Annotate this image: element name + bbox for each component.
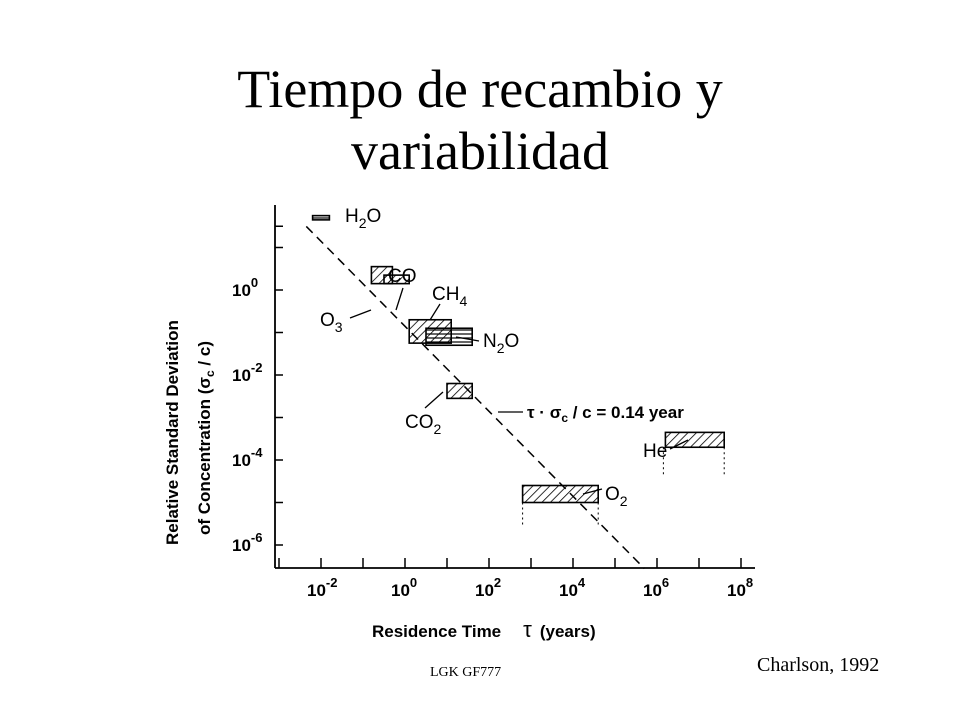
slide-title-line-2: variabilidad bbox=[351, 121, 609, 181]
species-box bbox=[311, 214, 331, 221]
species-leader bbox=[349, 309, 372, 319]
y-axis-label: Relative Standard Deviation of Concentra… bbox=[163, 320, 217, 545]
y-axis-label-line-1: Relative Standard Deviation bbox=[163, 320, 182, 545]
species-label: CO2 bbox=[405, 412, 442, 437]
species-leader bbox=[395, 287, 404, 311]
axis-ticks bbox=[275, 225, 742, 568]
species-box bbox=[370, 265, 394, 285]
species-box bbox=[446, 382, 474, 400]
species-box bbox=[664, 431, 726, 449]
species-leader bbox=[424, 391, 444, 409]
species-label: CO bbox=[388, 266, 417, 287]
slide-title-line-1: Tiempo de recambio y bbox=[237, 59, 723, 119]
trend-line-label: τ · σc / c = 0.14 year bbox=[527, 403, 684, 425]
trend-line bbox=[305, 225, 645, 570]
y-tick-label: 10-6 bbox=[232, 530, 262, 555]
x-tick-label: 104 bbox=[559, 575, 586, 600]
species-label: N2O bbox=[483, 331, 519, 356]
species-label: O3 bbox=[320, 310, 343, 335]
species-marks: H2O CO O3 CH4 N2O CO2 O2 He bbox=[311, 206, 726, 525]
y-tick-label: 100 bbox=[232, 275, 258, 300]
y-tick-label: 10-4 bbox=[232, 445, 263, 470]
slide-title: Tiempo de recambio y variabilidad bbox=[0, 58, 960, 182]
species-box bbox=[425, 327, 474, 347]
species-leader bbox=[455, 336, 480, 342]
species-label: H2O bbox=[345, 206, 381, 231]
tick-labels: 10-2 100 102 104 106 108 100 10-2 10-4 10-6 bbox=[232, 275, 753, 600]
species-label: O2 bbox=[605, 484, 628, 509]
x-axis-label: Residence Time τ (years) bbox=[372, 617, 596, 642]
y-axis-label-line-2: of Concentration (σc / c) bbox=[195, 341, 217, 535]
footer-label: LGK GF777 bbox=[430, 665, 502, 680]
species-leader bbox=[429, 303, 441, 321]
x-tick-label: 100 bbox=[391, 575, 417, 600]
x-tick-label: 108 bbox=[727, 575, 753, 600]
source-citation: Charlson, 1992 bbox=[757, 654, 880, 676]
species-leader bbox=[582, 488, 603, 495]
y-tick-label: 10-2 bbox=[232, 360, 262, 385]
species-label: He bbox=[643, 441, 667, 462]
x-tick-label: 10-2 bbox=[307, 575, 337, 600]
species-leader bbox=[669, 439, 689, 450]
x-tick-label: 102 bbox=[475, 575, 501, 600]
x-tick-label: 106 bbox=[643, 575, 669, 600]
species-label: CH4 bbox=[432, 284, 467, 309]
species-box bbox=[521, 484, 599, 504]
